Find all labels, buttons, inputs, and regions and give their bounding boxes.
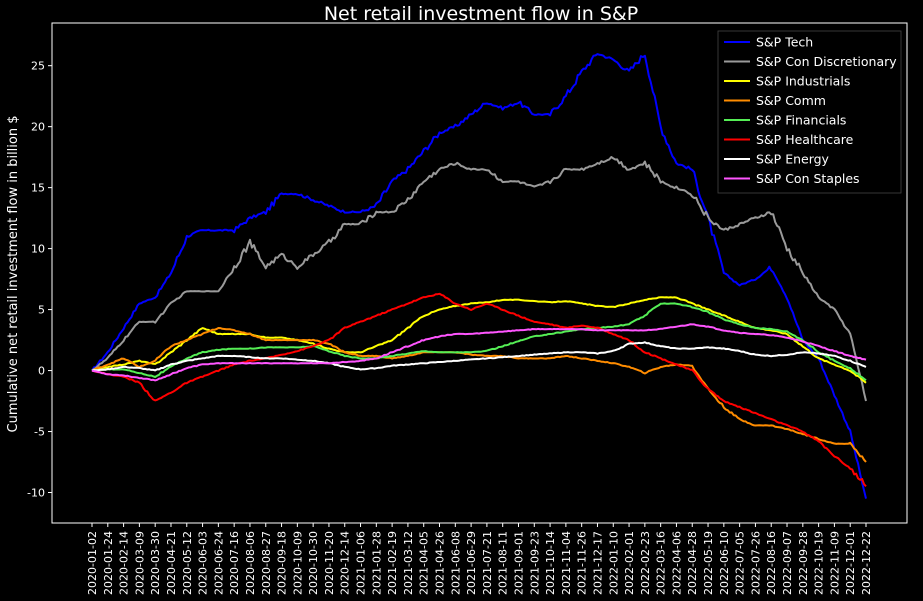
legend-label: S&P Energy — [756, 152, 830, 167]
plot-frame — [51, 22, 908, 524]
x-tick-label: 2020-07-16 — [228, 531, 241, 595]
x-tick-label: 2021-01-28 — [370, 531, 383, 595]
x-tick-label: 2020-09-18 — [276, 531, 289, 595]
legend-label: S&P Con Staples — [756, 171, 860, 186]
y-tick-label: 20 — [31, 121, 45, 134]
x-tick-label: 2022-07-05 — [734, 531, 747, 595]
x-tick-label: 2022-02-23 — [639, 531, 652, 595]
x-tick-label: 2020-08-27 — [260, 531, 273, 595]
y-tick-label: -5 — [34, 426, 45, 439]
legend-box — [717, 30, 902, 194]
x-tick-label: 2021-04-26 — [434, 531, 447, 595]
y-axis-ticks: -10 -5 0 5 10 15 20 25 — [27, 60, 52, 500]
x-tick-label: 2021-06-29 — [465, 531, 478, 595]
x-tick-label: 2022-08-16 — [765, 531, 778, 595]
series-line-s-p-energy — [91, 341, 867, 372]
y-tick-label: 10 — [31, 243, 45, 256]
x-tick-label: 2020-08-06 — [244, 531, 257, 595]
x-tick-label: 2020-12-14 — [339, 531, 352, 595]
x-tick-label: 2022-09-28 — [797, 531, 810, 595]
series-line-s-p-comm — [91, 327, 867, 463]
chart-title: Net retail investment flow in S&P — [324, 3, 638, 25]
y-tick-label: 15 — [31, 182, 45, 195]
legend-label: S&P Financials — [756, 113, 846, 128]
legend-label: S&P Con Discretionary — [756, 54, 897, 69]
x-tick-label: 2021-11-04 — [560, 531, 573, 595]
x-tick-label: 2021-06-08 — [449, 531, 462, 595]
x-tick-label: 2022-12-01 — [844, 531, 857, 595]
series-line-s-p-tech — [91, 53, 867, 499]
series-line-s-p-con-staples — [91, 323, 867, 382]
x-tick-label: 2022-03-16 — [655, 531, 668, 595]
x-tick-label: 2020-05-12 — [181, 531, 194, 595]
x-tick-label: 2022-02-01 — [623, 531, 636, 595]
plot-area — [51, 22, 908, 524]
x-tick-label: 2021-03-12 — [402, 531, 415, 595]
x-axis-ticks: 2020-01-02 2020-01-24 2020-02-14 2020-03-09… — [86, 523, 873, 595]
x-tick-label: 2021-09-23 — [528, 531, 541, 595]
y-tick-label: 5 — [38, 304, 45, 317]
x-tick-label: 2020-02-14 — [118, 531, 131, 595]
series-line-s-p-financials — [91, 302, 867, 382]
x-tick-label: 2022-05-19 — [702, 531, 715, 595]
x-tick-label: 2020-10-09 — [291, 531, 304, 595]
x-tick-label: 2020-01-24 — [102, 531, 115, 595]
x-tick-label: 2020-06-24 — [212, 531, 225, 595]
x-tick-label: 2022-04-28 — [686, 531, 699, 595]
x-tick-label: 2020-03-30 — [149, 531, 162, 595]
series-line-s-p-con-discretionary — [91, 156, 867, 402]
legend-label: S&P Industrials — [756, 74, 850, 89]
series-lines — [91, 53, 867, 499]
x-tick-label: 2021-09-01 — [512, 531, 525, 595]
series-line-s-p-healthcare — [91, 292, 867, 488]
x-tick-label: 2021-11-26 — [576, 531, 589, 595]
x-tick-label: 2020-06-03 — [197, 531, 210, 595]
legend-label: S&P Tech — [756, 35, 813, 50]
x-tick-label: 2022-10-19 — [813, 531, 826, 595]
x-tick-label: 2021-12-17 — [591, 531, 604, 595]
x-tick-label: 2021-02-19 — [386, 531, 399, 595]
x-tick-label: 2021-07-21 — [481, 531, 494, 595]
y-tick-label: -10 — [27, 487, 45, 500]
x-tick-label: 2021-10-14 — [544, 531, 557, 595]
legend: S&P Tech S&P Con Discretionary S&P Industr… — [717, 30, 902, 194]
y-axis-label: Cumulative net retail investment flow in… — [6, 115, 21, 432]
x-tick-label: 2020-03-09 — [133, 531, 146, 595]
x-tick-label: 2021-01-06 — [355, 531, 368, 595]
x-tick-label: 2022-07-26 — [749, 531, 762, 595]
x-tick-label: 2020-01-02 — [86, 531, 99, 595]
x-tick-label: 2022-06-10 — [718, 531, 731, 595]
legend-label: S&P Healthcare — [756, 132, 854, 147]
legend-label: S&P Comm — [756, 93, 826, 108]
x-tick-label: 2020-10-30 — [307, 531, 320, 595]
x-tick-label: 2022-04-06 — [670, 531, 683, 595]
x-tick-label: 2022-01-10 — [607, 531, 620, 595]
x-tick-label: 2022-09-07 — [781, 531, 794, 595]
x-tick-label: 2021-04-05 — [418, 531, 431, 595]
x-tick-label: 2021-08-11 — [497, 531, 510, 595]
x-tick-label: 2020-04-21 — [165, 531, 178, 595]
x-tick-label: 2022-12-22 — [860, 531, 873, 595]
y-tick-label: 25 — [31, 60, 45, 73]
series-line-s-p-industrials — [91, 296, 867, 384]
y-tick-label: 0 — [38, 365, 45, 378]
x-tick-label: 2022-11-09 — [828, 531, 841, 595]
x-tick-label: 2020-11-20 — [323, 531, 336, 595]
